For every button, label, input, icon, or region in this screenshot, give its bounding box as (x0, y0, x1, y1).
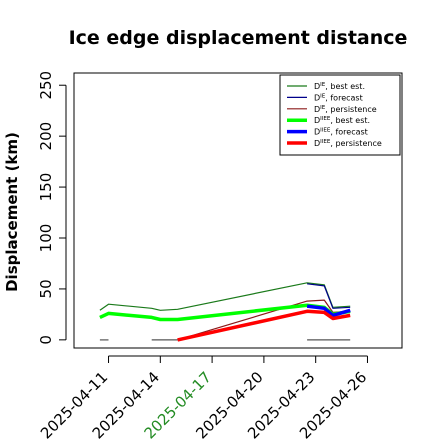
y-tick-label: 50 (37, 279, 55, 298)
y-axis: 0 50 100 150 200 250 (37, 71, 67, 345)
y-tick-label: 100 (37, 224, 55, 253)
plot-area (73, 72, 403, 349)
y-tick-label: 0 (37, 335, 55, 345)
series-layer (99, 282, 351, 342)
series-line (177, 309, 351, 342)
y-tick-label: 200 (37, 122, 55, 151)
legend-label: DIIEE, best est. (314, 116, 370, 125)
series-line (307, 283, 351, 309)
chart-title: Ice edge displacement distance (69, 27, 408, 49)
legend-label: DIE, persistence (314, 105, 377, 114)
plot-frame (73, 72, 403, 349)
legend-label: DIIEE, persistence (314, 139, 382, 148)
legend-label: DIE, forecast (314, 93, 363, 102)
series-line (306, 304, 351, 318)
legend-label: DIIEE, forecast (314, 128, 368, 137)
legend-label: DIE, best est. (314, 82, 365, 91)
y-axis-label: Displacement (km) (3, 132, 21, 292)
x-axis: 2025-04-112025-04-142025-04-172025-04-20… (37, 355, 370, 440)
y-tick-label: 250 (37, 71, 55, 100)
legend: DIE, best est. DIE, forecast DIE, persiste… (279, 74, 401, 156)
y-tick-label: 150 (37, 173, 55, 202)
